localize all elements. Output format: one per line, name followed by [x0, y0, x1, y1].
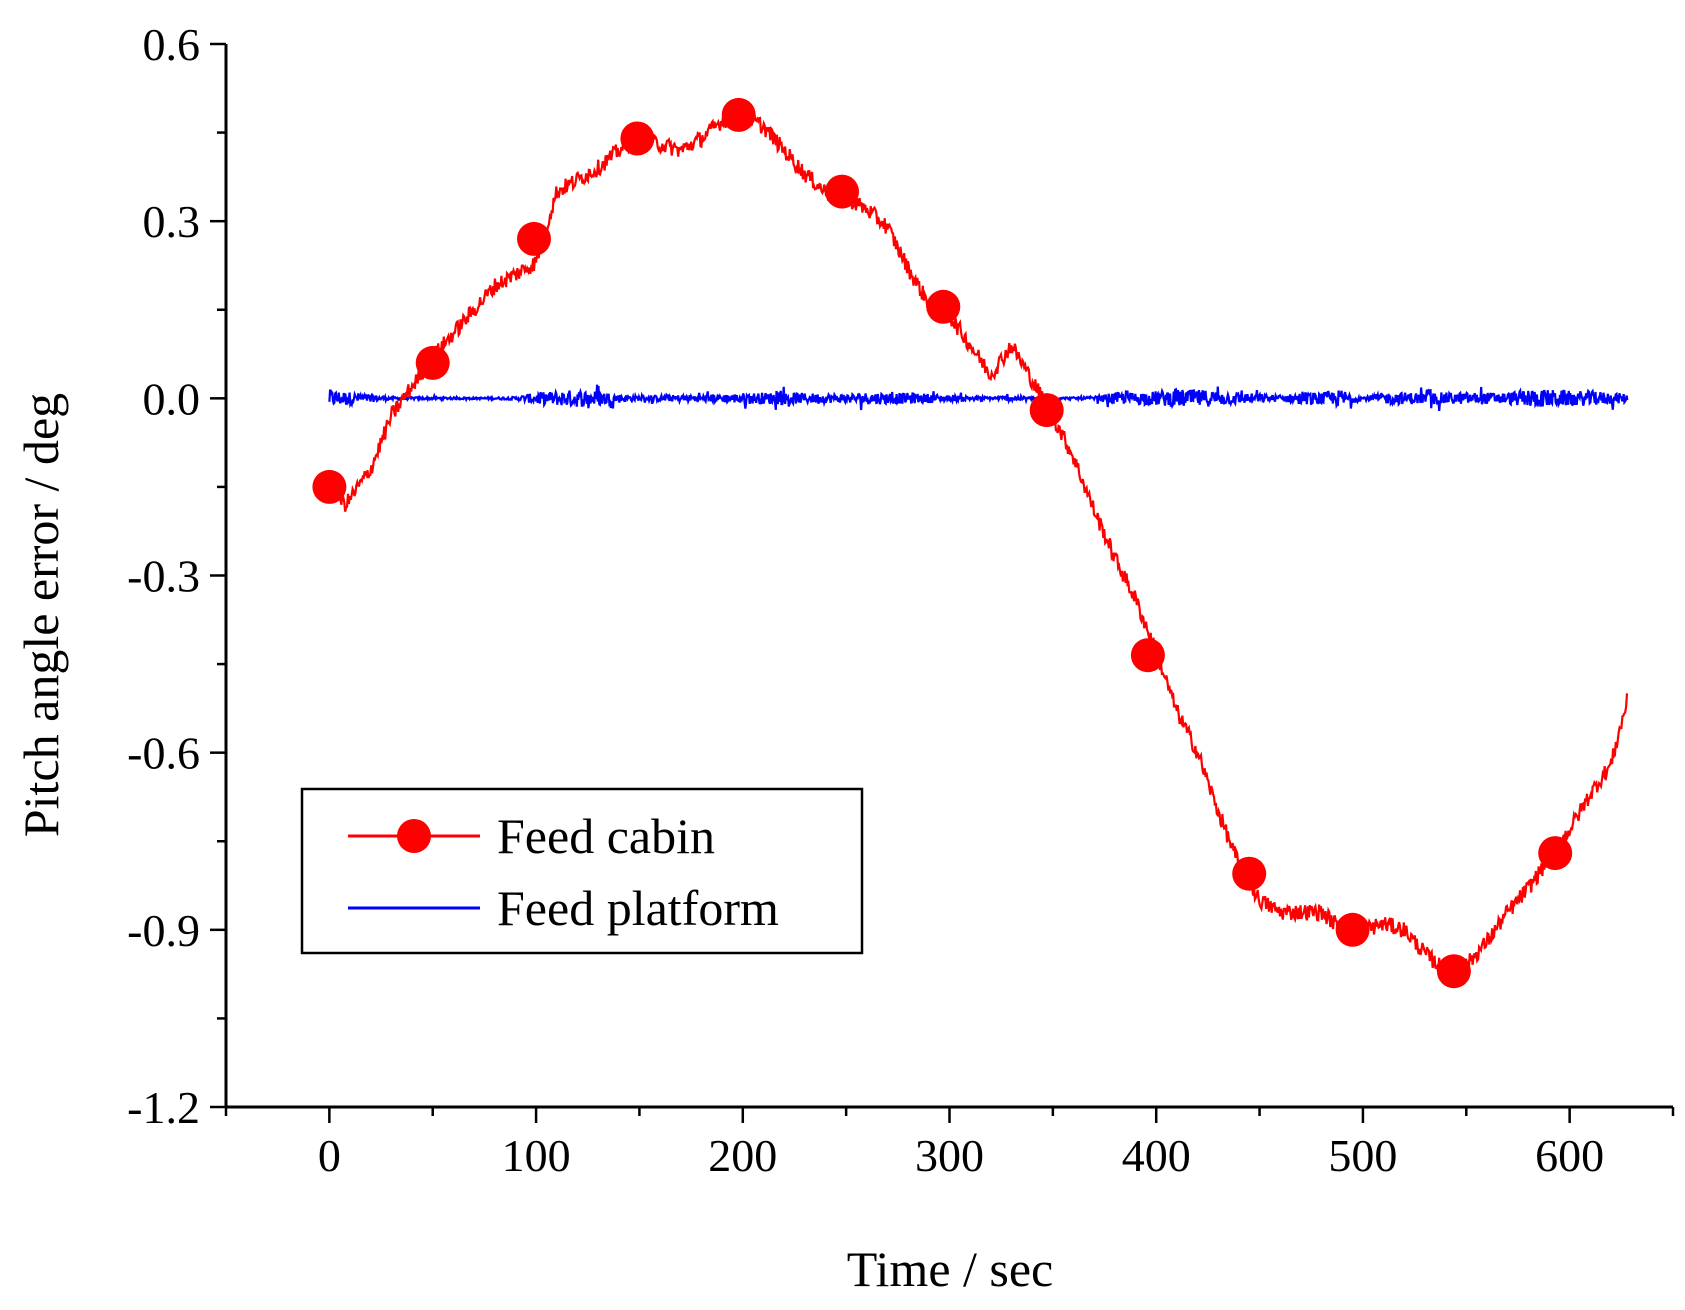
data-marker-feed-cabin — [415, 345, 450, 380]
y-tick-label: -0.9 — [127, 905, 200, 956]
data-marker-feed-cabin — [1335, 912, 1370, 947]
data-marker-feed-cabin — [1436, 954, 1471, 989]
legend-label-feed-platform: Feed platform — [497, 880, 779, 936]
legend-label-feed-cabin: Feed cabin — [497, 808, 715, 864]
data-marker-feed-cabin — [312, 469, 347, 504]
data-marker-feed-cabin — [517, 221, 551, 256]
y-tick-label: 0.6 — [143, 19, 201, 70]
plot-area — [312, 97, 1629, 989]
axes: 0 100 200 300 400 500 600 -1.2 -0.9 -0.6 -0.3 0.0 0.… — [127, 19, 1675, 1181]
legend-box — [300, 787, 864, 955]
series-line-feed-platform — [328, 384, 1629, 411]
y-axis-title: Pitch angle error / deg — [13, 393, 69, 837]
data-marker-feed-cabin — [1029, 393, 1064, 428]
y-tick-label: 0.0 — [143, 373, 201, 424]
y-tick-label: -0.3 — [127, 551, 200, 602]
x-tick-label: 0 — [318, 1130, 341, 1181]
y-tick-label: -0.6 — [127, 728, 200, 779]
data-marker-feed-cabin — [926, 289, 961, 324]
data-marker-feed-cabin — [620, 121, 655, 156]
data-marker-feed-cabin — [1130, 638, 1165, 673]
data-marker-feed-cabin — [1538, 836, 1573, 871]
legend: Feed cabin Feed platform — [300, 787, 864, 955]
data-marker-feed-cabin — [721, 97, 756, 132]
x-tick-label: 200 — [708, 1130, 777, 1181]
y-tick-label: -1.2 — [127, 1082, 200, 1133]
x-axis-title: Time / sec — [847, 1241, 1054, 1297]
data-marker-feed-cabin — [1232, 856, 1267, 891]
data-marker-feed-cabin — [825, 174, 859, 209]
x-tick-label: 600 — [1535, 1130, 1604, 1181]
legend-marker-feed-cabin — [397, 819, 431, 853]
x-tick-label: 300 — [915, 1130, 984, 1181]
y-tick-label: 0.3 — [143, 196, 201, 247]
x-tick-label: 100 — [502, 1130, 571, 1181]
x-tick-label: 400 — [1122, 1130, 1191, 1181]
x-tick-label: 500 — [1328, 1130, 1397, 1181]
